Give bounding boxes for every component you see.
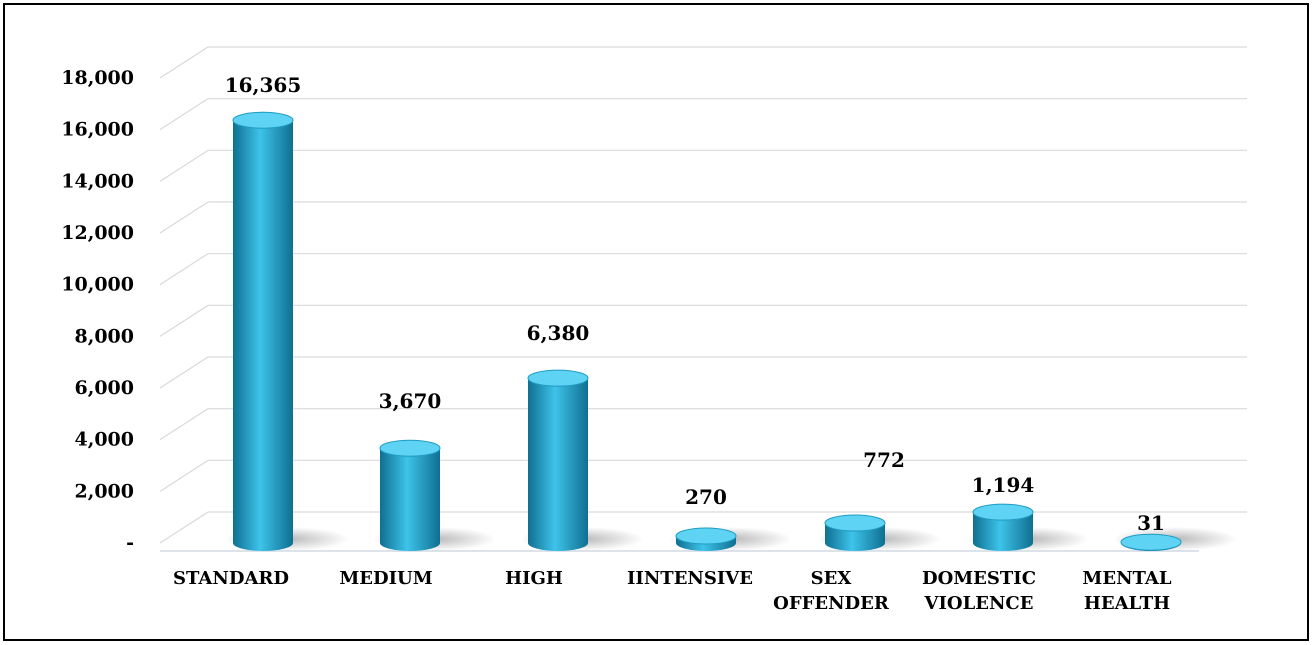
x-tick-label: OFFENDER [773,593,890,614]
bar-top [527,369,589,387]
bar [372,439,496,551]
data-label: 1,194 [972,473,1035,497]
gridline-diagonal [159,408,209,441]
bar-top [824,514,886,532]
data-label: 772 [863,448,905,472]
bar-body [528,378,588,551]
y-tick-label: - [126,532,134,554]
bar-body [380,448,440,551]
y-tick-label: 16,000 [61,119,134,141]
bar-top [972,503,1034,521]
bar-top [232,111,294,129]
bar-top [675,527,737,545]
y-tick-label: 8,000 [75,325,135,347]
gridline-diagonal [159,304,209,337]
bar [225,111,349,552]
gridline-diagonal [159,201,209,234]
y-tick-label: 14,000 [61,170,134,192]
bars [225,111,1237,552]
bar-top [1120,533,1182,551]
bar [668,527,792,551]
gridline-diagonal [159,511,209,544]
x-tick-label: VIOLENCE [924,593,1034,614]
y-tick-label: 10,000 [61,274,134,296]
gridlines [159,46,1247,544]
gridline-diagonal [159,149,209,182]
bar [965,503,1089,551]
data-labels: 16,365 3,670 6,380 270 772 1,194 31 [225,73,1165,535]
data-label: 3,670 [379,389,442,413]
x-tick-label: MENTAL [1082,568,1171,589]
y-tick-label: 2,000 [75,480,135,502]
gridline-diagonal [159,356,209,389]
bar [1113,527,1237,551]
y-tick-label: 18,000 [61,67,134,89]
y-tick-label: 12,000 [61,222,134,244]
x-tick-label: DOMESTIC [922,568,1036,589]
bar-top [379,439,441,457]
bar-body [233,120,293,552]
x-tick-label: MEDIUM [339,568,432,589]
bar-body [973,512,1033,551]
x-tick-label: IINTENSIVE [627,568,753,589]
x-tick-label: HEALTH [1084,593,1170,614]
y-tick-label: 6,000 [75,377,135,399]
chart-frame: - 2,000 4,000 6,000 8,000 10,000 12,000 14,000 1… [3,3,1309,641]
x-tick-label: STANDARD [173,568,289,589]
x-tick-labels: STANDARD MEDIUM HIGH IINTENSIVE SEX OFFENDER D… [173,568,1172,614]
data-label: 31 [1137,511,1165,535]
data-label: 16,365 [225,73,302,97]
bar [520,369,644,551]
x-tick-label: HIGH [505,568,563,589]
data-label: 6,380 [527,321,590,345]
bar [817,514,941,551]
y-tick-label: 4,000 [75,429,135,451]
y-tick-labels: - 2,000 4,000 6,000 8,000 10,000 12,000 14,000 1… [61,67,134,554]
gridline-diagonal [159,459,209,492]
gridline-diagonal [159,98,209,131]
gridline-diagonal [159,46,209,79]
x-tick-label: SEX [811,568,852,589]
gridline-diagonal [159,253,209,286]
data-label: 270 [685,485,727,509]
cylinder-bar-chart: - 2,000 4,000 6,000 8,000 10,000 12,000 14,000 1… [61,46,1247,614]
